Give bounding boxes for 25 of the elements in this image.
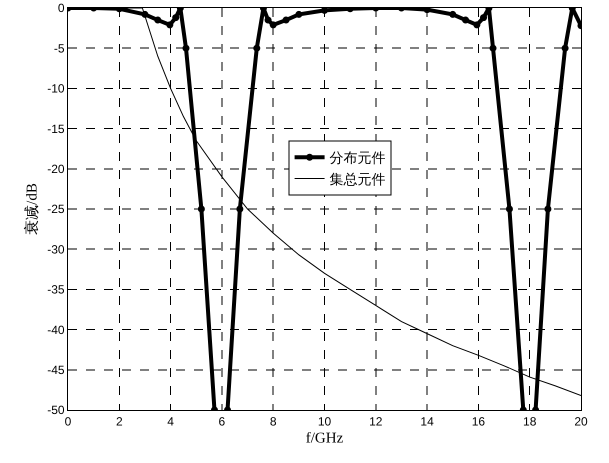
- y-tick-label: -45: [47, 363, 65, 377]
- legend-label: 集总元件: [330, 172, 386, 188]
- x-tick-label: 12: [369, 414, 383, 428]
- y-tick-label: -5: [54, 41, 65, 56]
- x-axis-title: f/GHz: [306, 430, 344, 446]
- y-tick-label: -25: [47, 202, 65, 216]
- x-tick-label: 2: [116, 414, 123, 428]
- x-tick-label: 10: [318, 414, 332, 428]
- y-tick-label: -40: [47, 322, 65, 337]
- y-tick-label: -30: [47, 242, 65, 256]
- x-tick-label: 6: [218, 414, 226, 428]
- y-tick-label: -50: [47, 403, 65, 418]
- x-tick-label: 4: [167, 414, 174, 428]
- y-tick-label: -20: [47, 162, 65, 176]
- y-tick-label: 0: [58, 1, 65, 16]
- y-tick-label: -10: [47, 82, 65, 96]
- y-tick-label: -15: [47, 122, 65, 136]
- y-axis-title: 衰减/dB: [24, 183, 41, 235]
- x-tick-label: 16: [472, 414, 486, 428]
- legend-label: 分布元件: [330, 150, 386, 167]
- y-tick-label: -35: [47, 282, 65, 297]
- x-tick-label: 8: [270, 414, 277, 428]
- x-tick-label: 20: [574, 414, 588, 428]
- x-tick-label: 18: [523, 414, 537, 428]
- x-tick-label: 14: [420, 414, 434, 428]
